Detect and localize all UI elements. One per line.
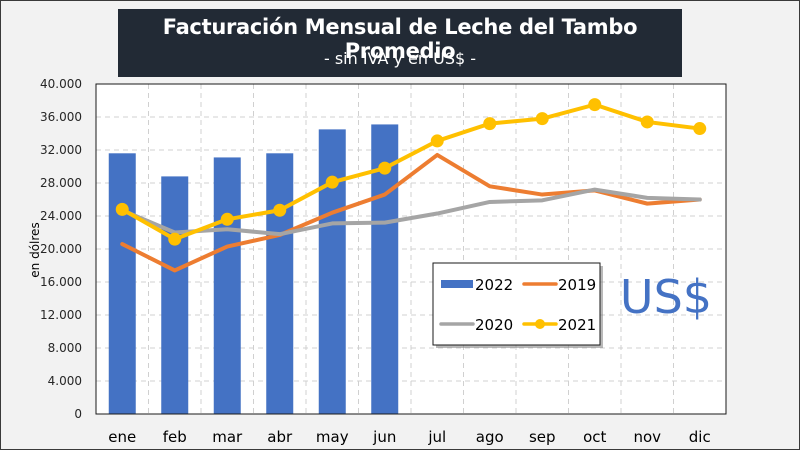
x-tick-label: nov [633, 428, 661, 446]
x-tick-label: oct [583, 428, 606, 446]
legend-label-2020: 2020 [475, 316, 513, 334]
x-tick-label: sep [529, 428, 556, 446]
point-2021-feb [168, 232, 182, 246]
bars-2022 [108, 124, 399, 415]
chart-subtitle: - sin IVA y en US$ - [323, 49, 477, 68]
y-axis-ticks: 0 4.000 8.000 12.000 16.000 20.000 24.000 28.00… [40, 77, 82, 421]
y-tick-label: 0 [74, 407, 82, 421]
legend-marker-2021 [535, 319, 545, 329]
chart-title: Facturación Mensual de Leche del Tambo P… [162, 15, 638, 63]
bar-2022-ene [108, 153, 136, 415]
x-tick-label: jul [427, 428, 446, 446]
line-2020 [120, 187, 702, 237]
point-2021-abr [273, 203, 287, 217]
x-tick-label: ene [108, 428, 136, 446]
y-tick-label: 28.000 [40, 176, 82, 190]
x-tick-label: jun [372, 428, 396, 446]
y-tick-label: 16.000 [40, 275, 82, 289]
currency-annotation: US$ [620, 270, 712, 324]
bar-2022-mar [213, 157, 241, 415]
point-2021-ene [115, 202, 129, 216]
x-tick-label: abr [267, 428, 293, 446]
x-tick-label: may [316, 428, 349, 446]
bar-2022-may [318, 129, 346, 414]
point-2021-dic [693, 122, 707, 136]
legend-label-2019: 2019 [558, 276, 596, 294]
legend-box [432, 262, 601, 346]
point-2021-jul [430, 134, 444, 148]
y-tick-label: 32.000 [40, 143, 82, 157]
x-tick-label: mar [212, 428, 243, 446]
x-tick-label: feb [163, 428, 187, 446]
point-2021-nov [640, 115, 654, 129]
legend-label-2022: 2022 [475, 276, 513, 294]
x-tick-label: ago [476, 428, 504, 446]
title-box: Facturación Mensual de Leche del Tambo P… [118, 9, 682, 77]
grid [96, 84, 726, 414]
y-tick-label: 36.000 [40, 110, 82, 124]
point-2021-sep [535, 112, 549, 126]
legend-symbol-2022 [441, 280, 473, 288]
point-2021-may [325, 175, 339, 189]
bar-2022-feb [161, 176, 189, 414]
lines [115, 98, 707, 273]
point-2021-jun [378, 161, 392, 175]
legend-label-2021: 2021 [558, 316, 596, 334]
y-tick-label: 12.000 [40, 308, 82, 322]
line-2021 [120, 102, 702, 242]
x-tick-label: dic [689, 428, 711, 446]
y-tick-label: 8.000 [48, 341, 82, 355]
point-2021-mar [220, 212, 234, 226]
y-tick-label: 4.000 [48, 374, 82, 388]
bar-2022-abr [266, 153, 294, 415]
plot-border [95, 83, 727, 415]
x-axis-ticks: ene feb mar abr may jun jul ago sep oct nov dic [108, 428, 710, 446]
y-tick-label: 20.000 [40, 242, 82, 256]
point-2021-ago [483, 117, 497, 131]
legend: 2022 2019 2020 2021 [432, 262, 603, 348]
point-2021-oct [588, 98, 602, 112]
y-tick-label: 40.000 [40, 77, 82, 91]
y-tick-label: 24.000 [40, 209, 82, 223]
y-axis-label: en dólres [28, 222, 42, 277]
